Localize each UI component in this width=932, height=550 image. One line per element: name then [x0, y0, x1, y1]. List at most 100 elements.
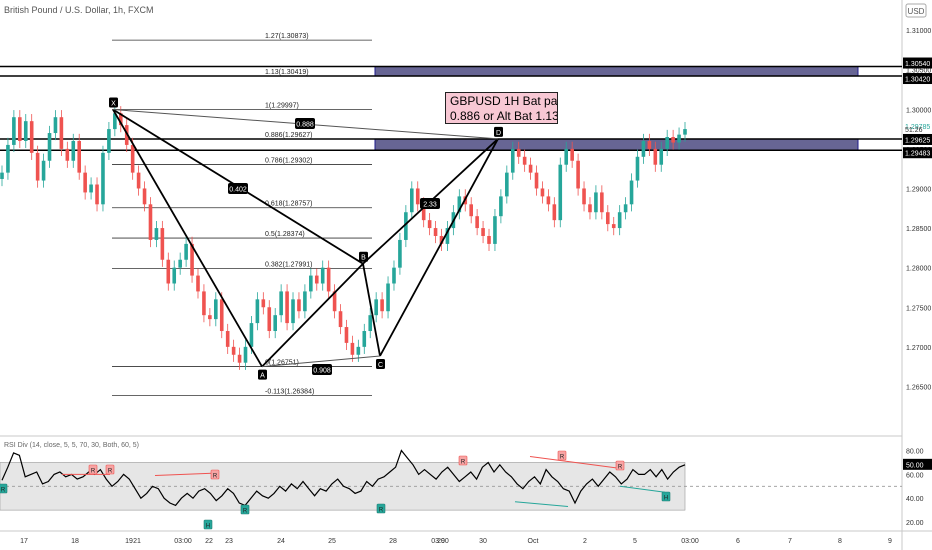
time-label-0: 17 — [20, 538, 28, 545]
leg-xa — [112, 109, 263, 368]
candle-body — [107, 129, 111, 153]
candle-body — [136, 172, 141, 189]
candle-body — [350, 342, 355, 355]
candle-body — [83, 172, 87, 193]
candle-body — [404, 212, 408, 240]
time-label-17: 6 — [736, 538, 740, 545]
candle-body — [564, 148, 569, 165]
divergence-marker-9 — [376, 503, 386, 514]
zone-1 — [374, 138, 859, 151]
candle-body — [582, 188, 586, 205]
candle-body — [635, 156, 640, 181]
candle-body — [160, 228, 165, 260]
supply-zones — [0, 65, 902, 151]
candle-body — [356, 346, 361, 355]
usd-button-label: USD — [908, 7, 925, 16]
divergence-marker-10 — [661, 491, 671, 502]
divergence-marker-8 — [240, 504, 250, 515]
candle-body — [303, 291, 307, 312]
rsi-tick-1: 60.00 — [906, 472, 924, 479]
divergence-label-2: R — [213, 474, 218, 480]
rsi-pane: RSI Div (14, close, 5, 5, 70, 30, Both, … — [0, 442, 932, 530]
candle-body — [71, 140, 76, 161]
candle-body — [154, 228, 159, 240]
divergence-label-8: R — [243, 509, 248, 515]
candle-body — [671, 136, 675, 143]
candle-body — [237, 354, 242, 363]
rsi-tick-3: 20.00 — [906, 520, 924, 527]
price-label-3: 1.29625 — [905, 137, 930, 144]
leg-ab — [261, 263, 364, 368]
ratio-label-3: 0.908 — [313, 368, 331, 375]
rsi-tick-0: 80.00 — [906, 449, 924, 456]
divergence-label-5: H — [206, 524, 210, 530]
candle-body — [410, 188, 414, 213]
point-marker-X — [109, 97, 118, 108]
candle-body — [178, 259, 182, 268]
point-label-X: X — [111, 101, 116, 108]
leg-bc — [362, 263, 381, 357]
candle-body — [172, 267, 177, 284]
bat-pattern: X A B C D 0.888 0.402 2.33 0.908 — [109, 97, 503, 380]
pattern-callout[interactable]: GBPUSD 1H Bat pattern 0.886 or Alt Bat 1… — [445, 92, 558, 124]
price-tick-0: 1.31000 — [906, 28, 931, 35]
candle-body — [166, 259, 171, 284]
candle-body — [89, 184, 93, 193]
candle-body — [528, 164, 533, 173]
candle-body — [0, 172, 4, 179]
candle-body — [421, 204, 426, 221]
divergence-marker-7 — [0, 483, 8, 494]
candle-body — [510, 148, 515, 173]
candle-body — [475, 216, 479, 229]
ratio-box-0 — [295, 118, 315, 129]
candle-body — [499, 196, 503, 217]
candle-body — [261, 299, 266, 308]
time-label-5: 22 — [205, 538, 213, 545]
point-label-A: A — [260, 373, 265, 380]
candle-body — [130, 144, 135, 173]
candle-body — [314, 275, 319, 284]
candle-body — [332, 291, 337, 312]
candle-body — [124, 125, 129, 145]
time-label-14: 2 — [583, 538, 587, 545]
candle-body — [291, 299, 295, 324]
rsi-tick-2: 40.00 — [906, 496, 924, 503]
candle-body — [148, 204, 153, 240]
candle-body — [576, 160, 580, 189]
fib-label-7: 0.382(1.27991) — [265, 261, 312, 268]
candle-body — [249, 323, 254, 347]
candle-body — [18, 117, 22, 141]
ratio-box-1 — [228, 183, 248, 194]
candle-body — [516, 148, 521, 157]
zone-0 — [374, 66, 859, 77]
price-pane — [0, 0, 902, 430]
candle-body — [267, 307, 272, 332]
divergence-marker-0 — [88, 464, 98, 475]
candle-body — [35, 152, 40, 181]
candle-body — [487, 235, 491, 244]
candle-body — [481, 228, 485, 236]
ratio-label-0: 0.888 — [296, 122, 314, 129]
usd-button[interactable]: USD — [905, 3, 927, 18]
price-label-box-2 — [903, 120, 932, 132]
price-label-2: 1.29785 — [905, 124, 930, 131]
candle-body — [540, 188, 545, 197]
price-tick-2: 1.30000 — [906, 107, 931, 114]
candle-body — [588, 204, 592, 213]
time-label-6: 23 — [225, 538, 233, 545]
candle-body — [6, 144, 10, 173]
point-marker-A — [258, 369, 267, 380]
time-label-3: 21 — [133, 538, 141, 545]
candle-body — [142, 188, 147, 205]
candle-body — [629, 180, 634, 205]
time-label-8: 25 — [328, 538, 336, 545]
fib-label-6: 0.5(1.28374) — [265, 231, 305, 238]
divergence-marker-6 — [615, 460, 625, 471]
divergence-marker-3 — [458, 455, 468, 466]
candle-body — [202, 291, 206, 316]
fib-label-3: 0.886(1.29627) — [265, 132, 312, 139]
time-label-10: 03:00 — [431, 538, 449, 545]
candle-body — [190, 243, 194, 276]
